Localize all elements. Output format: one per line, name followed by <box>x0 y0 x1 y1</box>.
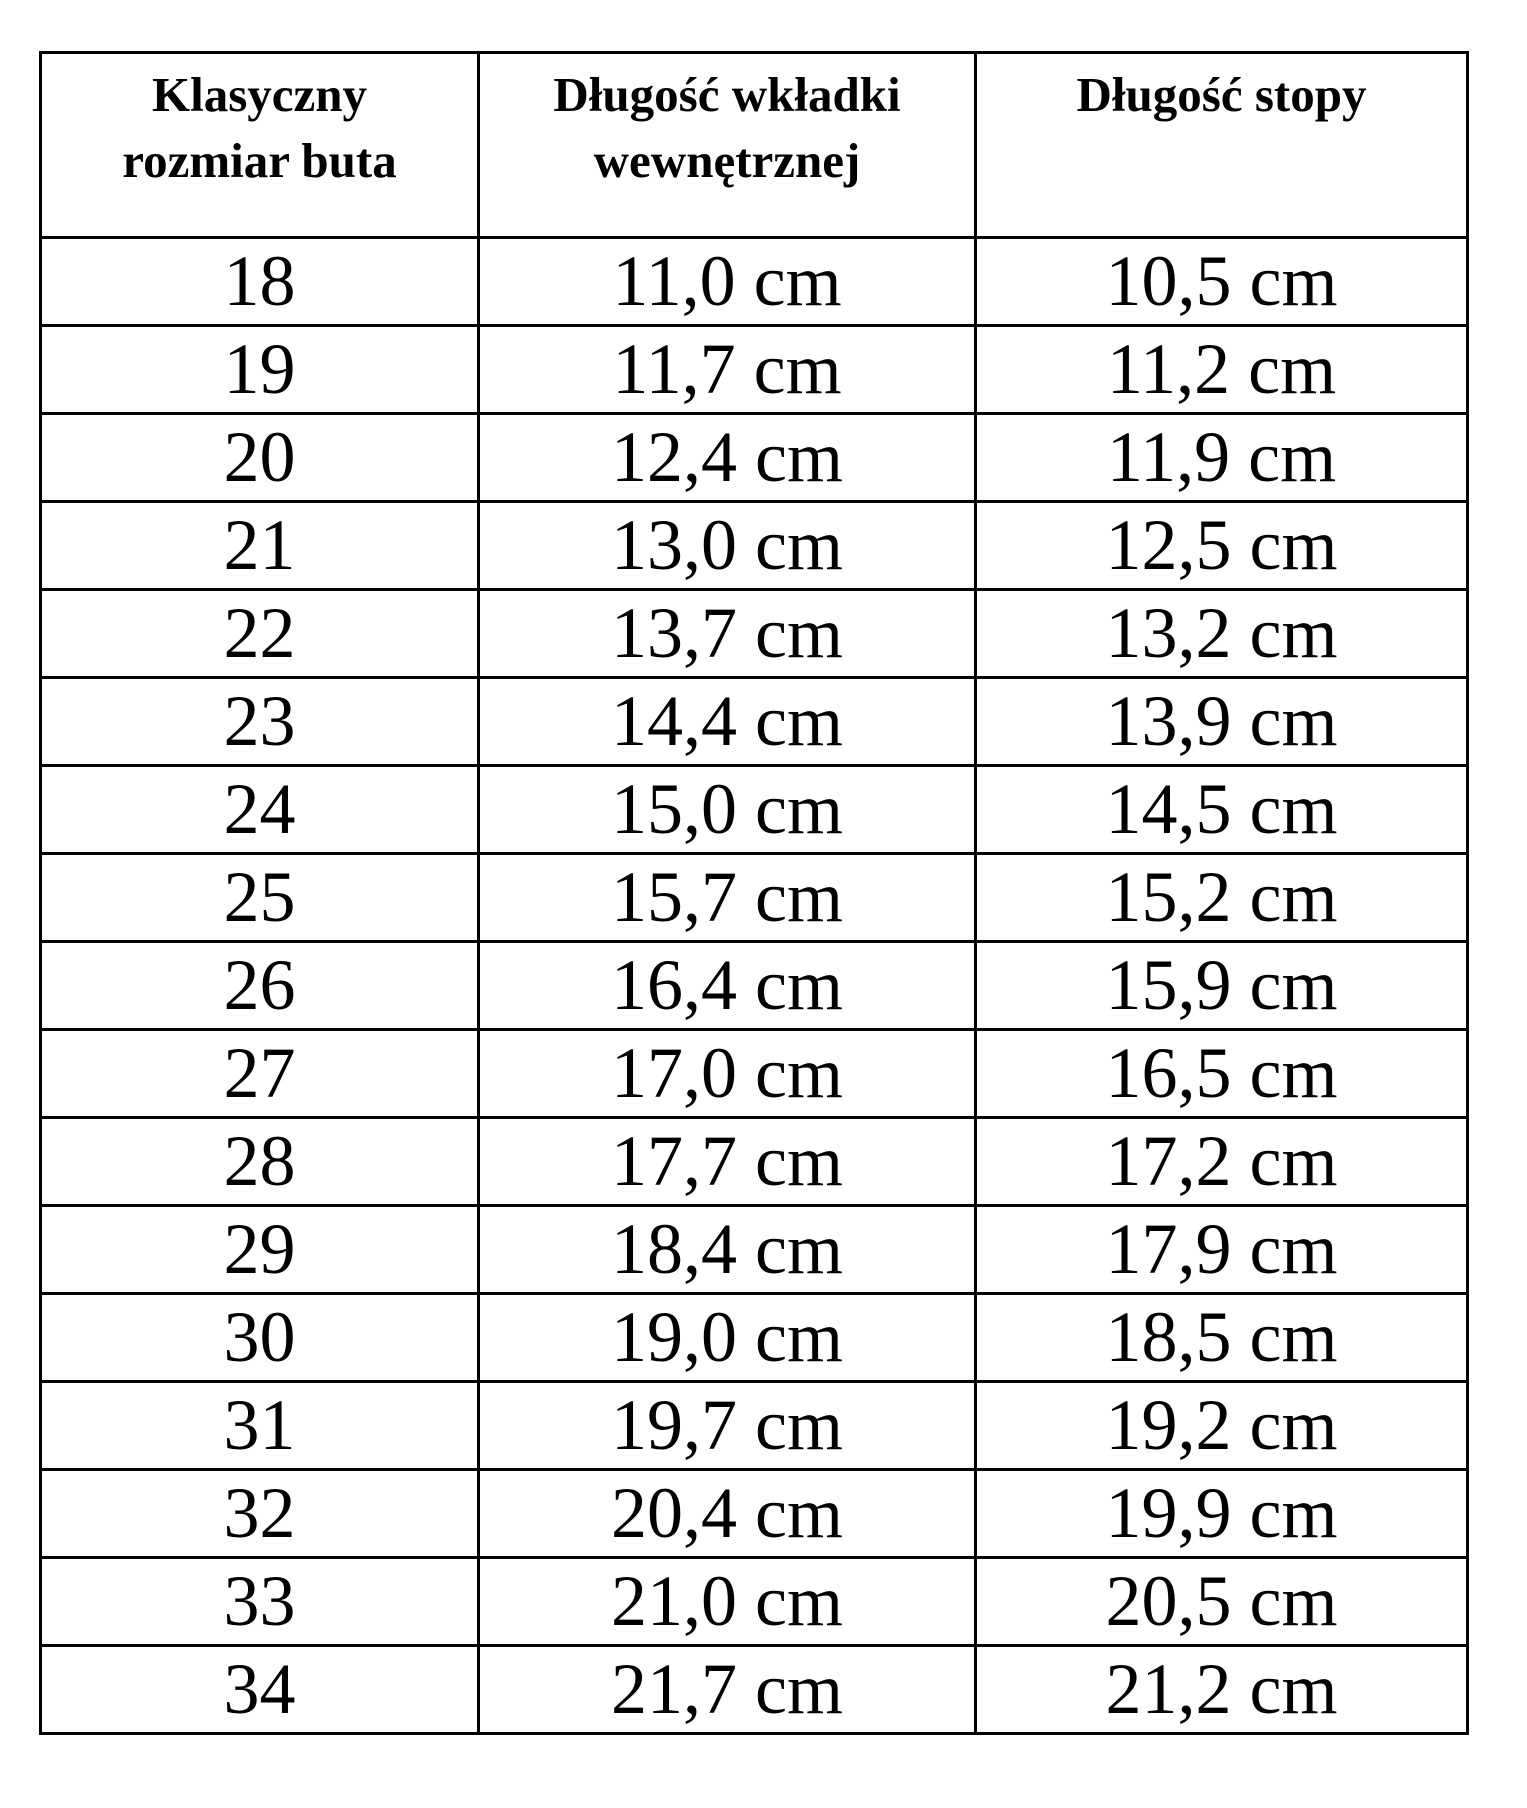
shoe-size-cell: 32 <box>39 1468 480 1559</box>
header-shoe-size: Klasyczny rozmiar buta <box>39 51 480 239</box>
foot-length-cell: 14,5 cm <box>974 764 1469 855</box>
shoe-size-cell: 22 <box>39 588 480 679</box>
table-row: 33 21,0 cm 20,5 cm <box>39 1556 1469 1647</box>
insole-length-cell: 21,0 cm <box>477 1556 977 1647</box>
shoe-size-cell: 28 <box>39 1116 480 1207</box>
insole-length-cell: 15,0 cm <box>477 764 977 855</box>
insole-length-cell: 21,7 cm <box>477 1644 977 1735</box>
table-row: 29 18,4 cm 17,9 cm <box>39 1204 1469 1295</box>
table-row: 26 16,4 cm 15,9 cm <box>39 940 1469 1031</box>
shoe-size-cell: 21 <box>39 500 480 591</box>
table-row: 28 17,7 cm 17,2 cm <box>39 1116 1469 1207</box>
shoe-size-cell: 33 <box>39 1556 480 1647</box>
foot-length-cell: 19,2 cm <box>974 1380 1469 1471</box>
foot-length-cell: 17,9 cm <box>974 1204 1469 1295</box>
table-row: 20 12,4 cm 11,9 cm <box>39 412 1469 503</box>
table-row: 24 15,0 cm 14,5 cm <box>39 764 1469 855</box>
table-row: 31 19,7 cm 19,2 cm <box>39 1380 1469 1471</box>
shoe-size-cell: 24 <box>39 764 480 855</box>
shoe-size-cell: 27 <box>39 1028 480 1119</box>
foot-length-cell: 12,5 cm <box>974 500 1469 591</box>
shoe-size-cell: 25 <box>39 852 480 943</box>
insole-length-cell: 17,7 cm <box>477 1116 977 1207</box>
foot-length-cell: 15,2 cm <box>974 852 1469 943</box>
insole-length-cell: 19,0 cm <box>477 1292 977 1383</box>
table-row: 23 14,4 cm 13,9 cm <box>39 676 1469 767</box>
size-chart-table: Klasyczny rozmiar buta Długość wkładki w… <box>39 51 1469 1735</box>
insole-length-cell: 18,4 cm <box>477 1204 977 1295</box>
shoe-size-cell: 19 <box>39 324 480 415</box>
insole-length-cell: 20,4 cm <box>477 1468 977 1559</box>
foot-length-cell: 10,5 cm <box>974 236 1469 327</box>
foot-length-cell: 13,2 cm <box>974 588 1469 679</box>
table-row: 27 17,0 cm 16,5 cm <box>39 1028 1469 1119</box>
insole-length-cell: 17,0 cm <box>477 1028 977 1119</box>
table-row: 22 13,7 cm 13,2 cm <box>39 588 1469 679</box>
foot-length-cell: 11,2 cm <box>974 324 1469 415</box>
table-row: 21 13,0 cm 12,5 cm <box>39 500 1469 591</box>
shoe-size-cell: 30 <box>39 1292 480 1383</box>
insole-length-cell: 11,7 cm <box>477 324 977 415</box>
foot-length-cell: 21,2 cm <box>974 1644 1469 1735</box>
shoe-size-cell: 34 <box>39 1644 480 1735</box>
insole-length-cell: 13,0 cm <box>477 500 977 591</box>
foot-length-cell: 17,2 cm <box>974 1116 1469 1207</box>
foot-length-cell: 16,5 cm <box>974 1028 1469 1119</box>
shoe-size-cell: 29 <box>39 1204 480 1295</box>
table-row: 18 11,0 cm 10,5 cm <box>39 236 1469 327</box>
shoe-size-cell: 20 <box>39 412 480 503</box>
foot-length-cell: 20,5 cm <box>974 1556 1469 1647</box>
header-row: Klasyczny rozmiar buta Długość wkładki w… <box>39 51 1469 239</box>
insole-length-cell: 11,0 cm <box>477 236 977 327</box>
header-insole-length: Długość wkładki wewnętrznej <box>477 51 977 239</box>
foot-length-cell: 15,9 cm <box>974 940 1469 1031</box>
insole-length-cell: 19,7 cm <box>477 1380 977 1471</box>
shoe-size-cell: 23 <box>39 676 480 767</box>
header-foot-length: Długość stopy <box>974 51 1469 239</box>
table-row: 25 15,7 cm 15,2 cm <box>39 852 1469 943</box>
insole-length-cell: 15,7 cm <box>477 852 977 943</box>
foot-length-cell: 19,9 cm <box>974 1468 1469 1559</box>
shoe-size-cell: 26 <box>39 940 480 1031</box>
shoe-size-cell: 18 <box>39 236 480 327</box>
foot-length-cell: 18,5 cm <box>974 1292 1469 1383</box>
foot-length-cell: 13,9 cm <box>974 676 1469 767</box>
insole-length-cell: 16,4 cm <box>477 940 977 1031</box>
insole-length-cell: 13,7 cm <box>477 588 977 679</box>
table-row: 30 19,0 cm 18,5 cm <box>39 1292 1469 1383</box>
table-row: 19 11,7 cm 11,2 cm <box>39 324 1469 415</box>
insole-length-cell: 14,4 cm <box>477 676 977 767</box>
foot-length-cell: 11,9 cm <box>974 412 1469 503</box>
shoe-size-cell: 31 <box>39 1380 480 1471</box>
insole-length-cell: 12,4 cm <box>477 412 977 503</box>
table-row: 32 20,4 cm 19,9 cm <box>39 1468 1469 1559</box>
table-row: 34 21,7 cm 21,2 cm <box>39 1644 1469 1735</box>
